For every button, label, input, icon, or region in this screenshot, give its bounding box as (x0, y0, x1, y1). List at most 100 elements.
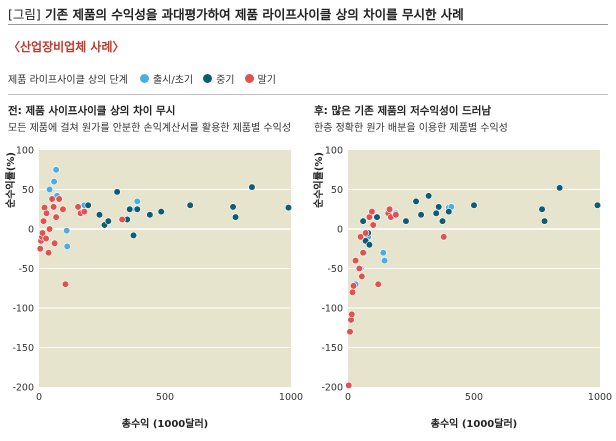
point-launch-right (379, 249, 387, 257)
point-mid-right (445, 208, 453, 216)
point-mid-left (84, 201, 92, 209)
legend-label-launch: 출시/초기 (152, 75, 194, 86)
point-mid-right (556, 184, 564, 192)
point-mid-right (438, 217, 447, 225)
legend-item-late: 말기 (244, 71, 276, 86)
legend-divider (8, 94, 608, 95)
point-mid-left (231, 213, 240, 221)
y-tick-label-left: -150 (12, 343, 34, 354)
y-tick-label-left: 100 (16, 146, 34, 157)
y-tick-label-right: -150 (321, 343, 343, 354)
legend-dot-launch (139, 74, 149, 83)
point-mid-right (373, 213, 381, 221)
y-tick-label-left: -200 (12, 383, 34, 394)
point-mid-left (146, 211, 154, 219)
point-late-left (52, 213, 60, 221)
point-late-right (369, 221, 377, 229)
point-mid-left (133, 205, 141, 213)
point-mid-left (186, 201, 194, 209)
point-mid-right (435, 203, 443, 211)
point-mid-left (113, 188, 121, 196)
point-mid-left (95, 211, 104, 219)
point-late-right (346, 328, 354, 336)
y-tick-label-right: 50 (331, 185, 343, 196)
point-late-right (357, 233, 365, 241)
point-mid-left (104, 217, 112, 225)
point-late-left (45, 225, 54, 233)
point-late-left (80, 208, 88, 216)
point-late-right (440, 233, 448, 241)
point-late-left (51, 239, 59, 247)
x-axis-label-right: 총수익 (1000달러) (431, 417, 517, 430)
point-late-right (385, 205, 394, 213)
point-late-left (38, 229, 47, 237)
point-mid-right (432, 209, 440, 217)
point-late-right (348, 288, 357, 296)
point-mid-left (248, 183, 256, 191)
point-mid-right (417, 211, 425, 219)
point-mid-left (284, 204, 293, 212)
point-late-right (351, 257, 360, 265)
title-divider (8, 24, 608, 25)
point-late-left (36, 245, 44, 253)
legend-item-launch: 출시/초기 (139, 71, 194, 86)
x-tick-label-left: 500 (156, 392, 174, 403)
point-late-left (61, 280, 70, 288)
point-mid-left (126, 205, 134, 213)
point-late-right (374, 280, 382, 288)
point-mid-right (359, 217, 367, 225)
point-late-left (74, 203, 82, 211)
point-late-left (42, 234, 50, 243)
figure-title: [그림] 기존 제품의 수익성을 과대평가하여 제품 라이프사이클 상의 차이를… (8, 4, 464, 23)
point-launch-left (52, 166, 60, 174)
point-late-right (368, 208, 376, 216)
point-mid-right (470, 201, 478, 209)
point-mid-right (540, 217, 549, 225)
x-tick-label-right: 0 (345, 392, 351, 403)
y-tick-label-right: -200 (321, 383, 343, 394)
point-late-left (39, 217, 48, 225)
y-tick-label-right: 100 (325, 146, 343, 157)
y-axis-label-left: 순수익률(%) (5, 152, 17, 208)
legend-dot-mid (203, 74, 213, 83)
point-late-left (118, 215, 126, 224)
legend-dot-late (244, 74, 254, 83)
panel-right-desc: 한층 정확한 원가 배분을 이용한 제품별 수익성 (314, 123, 508, 134)
legend-label-mid: 중기 (216, 75, 235, 86)
point-late-left (59, 205, 67, 213)
x-axis-label-left: 총수익 (1000달러) (122, 417, 208, 430)
point-mid-left (229, 203, 237, 211)
point-mid-right (412, 197, 420, 205)
y-tick-label-left: 50 (22, 185, 34, 196)
point-late-right (358, 272, 366, 281)
y-axis-label-right: 순수익률(%) (313, 152, 325, 208)
point-late-right (355, 264, 363, 273)
point-late-left (44, 249, 53, 257)
point-launch-left (63, 242, 71, 250)
point-late-right (359, 249, 367, 257)
point-mid-right (425, 192, 433, 200)
point-late-left (42, 209, 51, 217)
point-late-right (349, 282, 358, 290)
point-late-left (48, 195, 56, 203)
y-tick-label-right: -50 (327, 264, 343, 275)
y-tick-label-left: 0 (28, 225, 34, 236)
point-late-right (392, 211, 400, 219)
panel-right-title: 후: 많은 기존 제품의 저수익성이 드러남 (314, 105, 492, 117)
point-late-left (50, 203, 58, 211)
point-launch-left (50, 178, 58, 186)
x-tick-label-left: 0 (36, 392, 42, 403)
point-late-right (345, 381, 353, 390)
point-mid-right (593, 201, 602, 209)
y-tick-label-right: -100 (321, 304, 343, 315)
x-tick-label-right: 500 (465, 392, 483, 403)
point-late-left (55, 195, 63, 203)
point-launch-right (380, 257, 389, 265)
y-tick-label-left: -50 (18, 264, 34, 275)
point-launch-left (45, 185, 54, 194)
point-mid-left (129, 231, 138, 239)
legend-item-mid: 중기 (203, 71, 235, 86)
legend-title: 제품 라이프사이클 상의 단계 (8, 75, 128, 86)
